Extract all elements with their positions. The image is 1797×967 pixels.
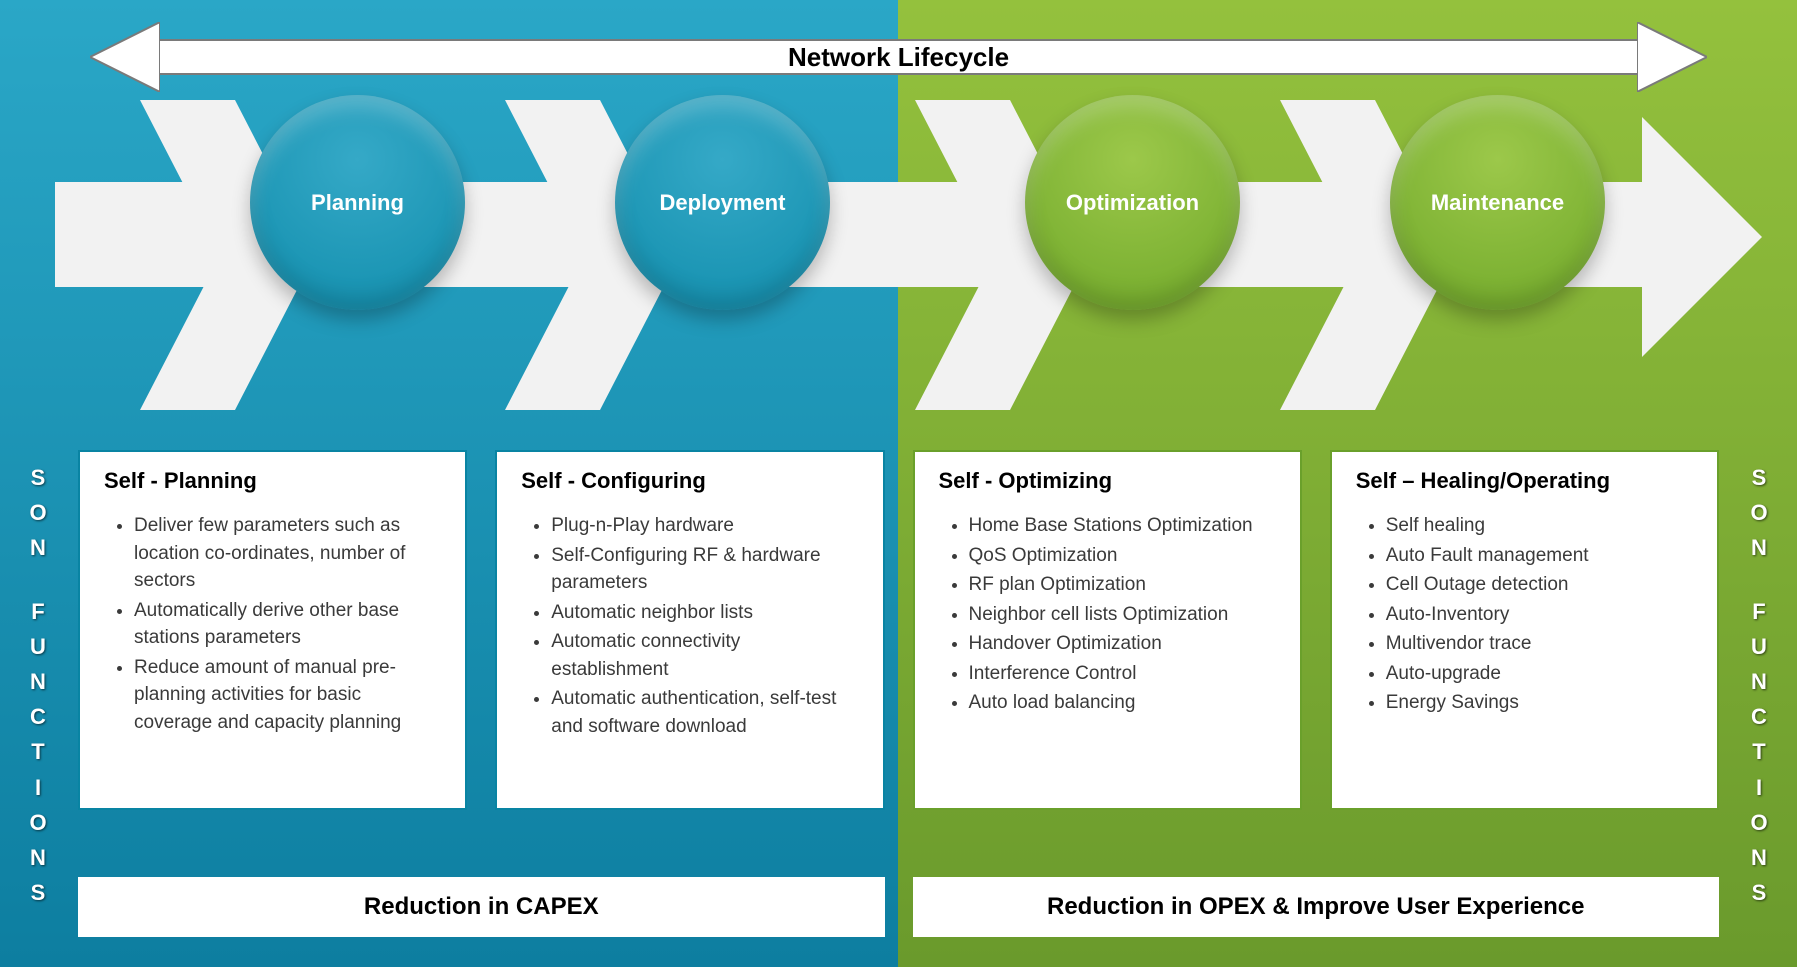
list-item: Automatic neighbor lists xyxy=(551,599,858,627)
list-item: Interference Control xyxy=(969,660,1276,688)
son-box-title: Self - Configuring xyxy=(521,468,858,494)
list-item: Multivendor trace xyxy=(1386,630,1693,658)
phase-circle-maintenance: Maintenance xyxy=(1390,95,1605,310)
son-box-list: Deliver few parameters such as location … xyxy=(104,512,441,736)
phase-deployment: Deployment xyxy=(615,95,845,325)
phase-planning: Planning xyxy=(250,95,480,325)
list-item: Plug-n-Play hardware xyxy=(551,512,858,540)
footer-bar-0: Reduction in CAPEX xyxy=(78,877,885,937)
list-item: Reduce amount of manual pre-planning act… xyxy=(134,654,441,737)
side-label-left: SONFUNCTIONS xyxy=(18,460,58,910)
list-item: QoS Optimization xyxy=(969,542,1276,570)
list-item: Cell Outage detection xyxy=(1386,571,1693,599)
list-item: Self healing xyxy=(1386,512,1693,540)
list-item: Auto-upgrade xyxy=(1386,660,1693,688)
list-item: Home Base Stations Optimization xyxy=(969,512,1276,540)
list-item: Automatically derive other base stations… xyxy=(134,597,441,652)
son-box-list: Home Base Stations OptimizationQoS Optim… xyxy=(939,512,1276,717)
list-item: Auto Fault management xyxy=(1386,542,1693,570)
son-box-1: Self - Configuring Plug-n-Play hardwareSe… xyxy=(495,450,884,810)
list-item: Auto-Inventory xyxy=(1386,601,1693,629)
son-box-2: Self - Optimizing Home Base Stations Opti… xyxy=(913,450,1302,810)
phase-circle-planning: Planning xyxy=(250,95,465,310)
son-box-list: Plug-n-Play hardwareSelf-Configuring RF … xyxy=(521,512,858,740)
son-box-title: Self - Optimizing xyxy=(939,468,1276,494)
phase-maintenance: Maintenance xyxy=(1390,95,1620,325)
lifecycle-title: Network Lifecycle xyxy=(160,39,1637,75)
son-box-title: Self - Planning xyxy=(104,468,441,494)
phase-circle-deployment: Deployment xyxy=(615,95,830,310)
son-box-3: Self – Healing/OperatingSelf healingAuto… xyxy=(1330,450,1719,810)
diagram-canvas: Network Lifecycle PlanningDeploymentOpti… xyxy=(0,0,1797,967)
flow-row: PlanningDeploymentOptimizationMaintenanc… xyxy=(55,150,1742,350)
list-item: Deliver few parameters such as location … xyxy=(134,512,441,595)
list-item: Auto load balancing xyxy=(969,689,1276,717)
list-item: RF plan Optimization xyxy=(969,571,1276,599)
top-lifecycle-arrow: Network Lifecycle xyxy=(90,22,1707,92)
footer-row: Reduction in CAPEX Reduction in OPEX & Im… xyxy=(78,877,1719,937)
list-item: Self-Configuring RF & hardware parameter… xyxy=(551,542,858,597)
son-boxes-row: Self - Planning Deliver few parameters su… xyxy=(78,450,1719,810)
arrow-right-icon xyxy=(1637,22,1707,92)
phase-circle-optimization: Optimization xyxy=(1025,95,1240,310)
list-item: Automatic connectivity establishment xyxy=(551,628,858,683)
list-item: Energy Savings xyxy=(1386,689,1693,717)
son-box-0: Self - Planning Deliver few parameters su… xyxy=(78,450,467,810)
list-item: Automatic authentication, self-test and … xyxy=(551,685,858,740)
footer-bar-1: Reduction in OPEX & Improve User Experie… xyxy=(913,877,1720,937)
list-item: Handover Optimization xyxy=(969,630,1276,658)
list-item: Neighbor cell lists Optimization xyxy=(969,601,1276,629)
son-box-list: Self healingAuto Fault managementCell Ou… xyxy=(1356,512,1693,717)
side-label-right: SONFUNCTIONS xyxy=(1739,460,1779,910)
son-box-title: Self – Healing/Operating xyxy=(1356,468,1693,494)
arrow-left-icon xyxy=(90,22,160,92)
flow-arrow-head-icon xyxy=(1642,117,1762,357)
phase-optimization: Optimization xyxy=(1025,95,1255,325)
